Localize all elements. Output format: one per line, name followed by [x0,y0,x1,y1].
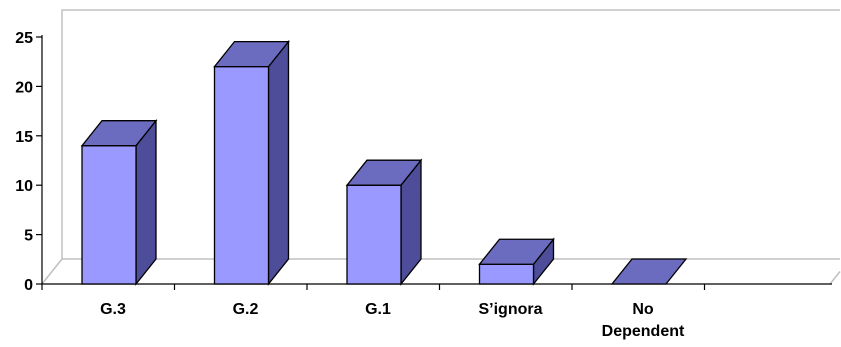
bar-front [81,145,137,285]
bar-front [213,65,270,285]
bar [80,118,158,286]
chart-walls [41,9,841,285]
back-wall [61,9,840,259]
y-tick-label: 0 [24,277,33,294]
chart-axes [36,35,832,290]
bar-front [478,263,535,285]
bar-side [135,118,157,286]
y-tick-label: 15 [15,129,33,146]
x-category-label-line: G.3 [100,301,126,318]
x-category-label: G.3 [100,301,126,318]
y-tick-label: 5 [24,228,33,245]
floor-left-edge [41,258,63,285]
bar [345,158,423,286]
y-tick-label: 10 [15,178,33,195]
x-category-label-line: Dependent [602,323,685,340]
floor-right-edge [829,271,841,285]
bar-side [267,39,290,286]
x-category-label-line: S’ignora [478,301,542,318]
y-tick-label: 25 [15,30,33,47]
bar-top [80,120,158,147]
bar-top [610,258,688,285]
bar-top [213,40,290,68]
bar [478,237,555,286]
x-category-label: G.1 [365,301,391,318]
x-category-label-line: No [632,301,654,318]
bar-top [478,238,555,265]
bar-series [80,39,688,286]
x-category-label-line: G.1 [365,301,391,318]
bar [610,258,688,285]
bar-top [345,159,423,186]
x-category-label-line: G.2 [233,301,259,318]
bar-front [346,184,402,285]
y-tick-label: 20 [15,79,33,96]
x-category-label: S’ignora [478,301,542,318]
bar [213,39,290,286]
axis-labels: 0 5 10 15 20 25 G.3 G.2 G.1 S’ignora No Dependent [15,30,685,340]
x-category-label: G.2 [233,301,259,318]
x-category-label: No Dependent [602,301,685,340]
